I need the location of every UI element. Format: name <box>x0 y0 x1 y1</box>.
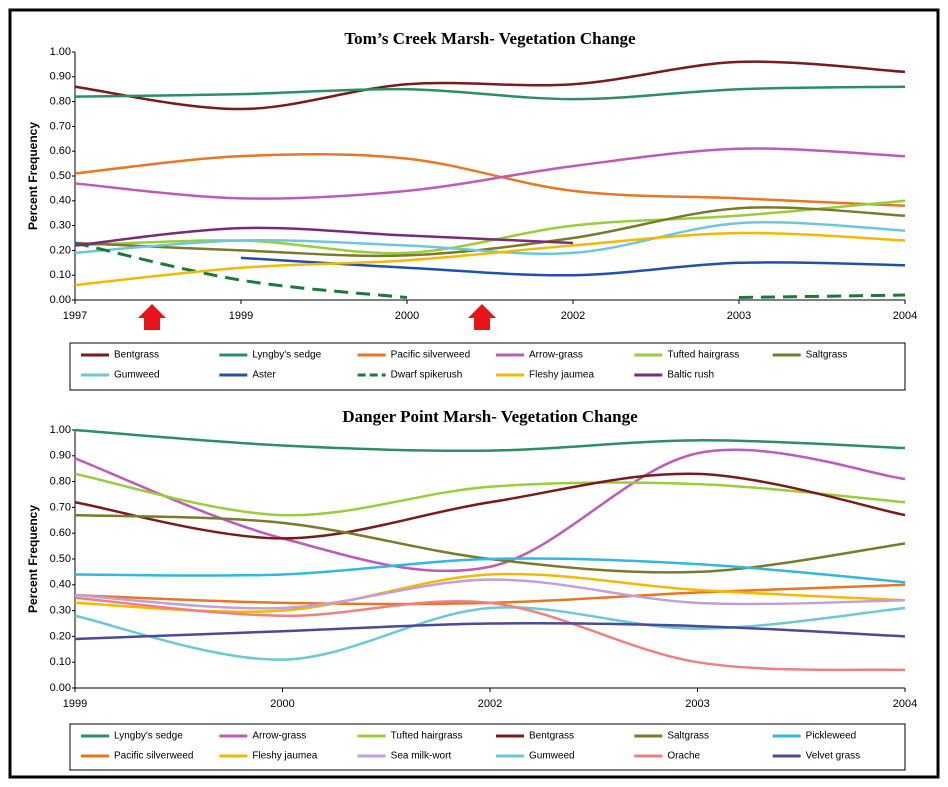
legend-label: Dwarf spikerush <box>391 370 463 381</box>
x-tick-label: 1997 <box>63 310 87 322</box>
y-tick-label: 1.00 <box>50 46 71 58</box>
series-line <box>240 256 906 277</box>
legend-label: Velvet grass <box>806 751 860 762</box>
legend-label: Tufted hairgrass <box>391 731 463 742</box>
y-tick-label: 0.20 <box>50 244 71 256</box>
chart-title: Danger Point Marsh- Vegetation Change <box>342 407 638 426</box>
legend-label: Saltgrass <box>806 350 848 361</box>
legend-box <box>69 723 906 771</box>
x-tick-label: 2000 <box>395 310 419 322</box>
y-tick-label: 0.40 <box>50 579 71 591</box>
legend-label: Arrow-grass <box>252 731 306 742</box>
legend-label: Pacific silverweed <box>114 751 193 762</box>
x-tick-label: 2003 <box>727 310 751 322</box>
y-tick-label: 0.60 <box>50 145 71 157</box>
legend-label: Fleshy jaumea <box>529 370 594 381</box>
series-line <box>74 621 906 641</box>
x-tick-label: 2002 <box>561 310 585 322</box>
x-tick-label: 2004 <box>893 310 917 322</box>
series-line <box>74 596 906 672</box>
legend-label: Bentgrass <box>114 350 159 361</box>
series-line <box>74 448 906 573</box>
legend-label: Arrow-grass <box>529 350 583 361</box>
series-line <box>74 231 906 287</box>
y-tick-label: 0.50 <box>50 170 71 182</box>
series-line <box>74 428 906 453</box>
series-line <box>74 153 906 208</box>
legend-label: Lyngby's sedge <box>252 350 321 361</box>
legend-label: Tufted hairgrass <box>667 350 739 361</box>
y-tick-label: 0.70 <box>50 120 71 132</box>
y-axis-label: Percent Frequency <box>26 505 40 613</box>
legend-label: Saltgrass <box>667 731 709 742</box>
y-tick-label: 0.00 <box>50 294 71 306</box>
series-line <box>74 472 906 540</box>
legend-label: Aster <box>252 370 276 381</box>
x-tick-label: 2003 <box>685 698 709 710</box>
x-tick-label: 1999 <box>63 698 87 710</box>
y-tick-label: 0.10 <box>50 656 71 668</box>
legend-label: Fleshy jaumea <box>252 751 317 762</box>
series-line <box>74 226 574 247</box>
series-line <box>74 85 906 101</box>
y-tick-label: 0.90 <box>50 450 71 462</box>
y-tick-label: 0.00 <box>50 682 71 694</box>
series-line <box>74 513 906 574</box>
y-tick-label: 0.10 <box>50 269 71 281</box>
y-tick-label: 0.30 <box>50 605 71 617</box>
chart-title: Tom’s Creek Marsh- Vegetation Change <box>344 29 636 48</box>
y-tick-label: 0.80 <box>50 476 71 488</box>
y-tick-label: 0.50 <box>50 553 71 565</box>
legend-box <box>69 342 906 391</box>
arrow <box>468 304 496 330</box>
y-tick-label: 0.40 <box>50 195 71 207</box>
series-line <box>738 293 906 300</box>
series-line <box>74 578 906 610</box>
series-line <box>74 472 906 517</box>
y-tick-label: 0.30 <box>50 220 71 232</box>
y-tick-label: 0.60 <box>50 527 71 539</box>
x-tick-label: 1999 <box>229 310 253 322</box>
y-tick-label: 0.20 <box>50 630 71 642</box>
legend-label: Orache <box>667 751 700 762</box>
frame <box>8 8 940 779</box>
x-tick-label: 2000 <box>270 698 294 710</box>
y-axis-label: Percent Frequency <box>26 122 40 230</box>
legend-label: Baltic rush <box>667 370 714 381</box>
legend-label: Sea milk-wort <box>391 751 452 762</box>
y-tick-label: 1.00 <box>50 424 71 436</box>
legend-label: Gumweed <box>529 751 575 762</box>
legend-label: Lyngby's sedge <box>114 731 183 742</box>
series-line <box>74 206 906 258</box>
y-tick-label: 0.90 <box>50 71 71 83</box>
arrow <box>138 304 166 330</box>
series-line <box>74 606 906 661</box>
legend-label: Bentgrass <box>529 731 574 742</box>
legend-label: Pickleweed <box>806 731 857 742</box>
x-tick-label: 2002 <box>478 698 502 710</box>
y-tick-label: 0.70 <box>50 501 71 513</box>
series-line <box>74 147 906 200</box>
legend-label: Pacific silverweed <box>391 350 470 361</box>
series-line <box>74 241 408 300</box>
series-line <box>74 557 906 584</box>
y-tick-label: 0.80 <box>50 96 71 108</box>
x-tick-label: 2004 <box>893 698 917 710</box>
legend-label: Gumweed <box>114 370 160 381</box>
series-line <box>74 60 906 111</box>
